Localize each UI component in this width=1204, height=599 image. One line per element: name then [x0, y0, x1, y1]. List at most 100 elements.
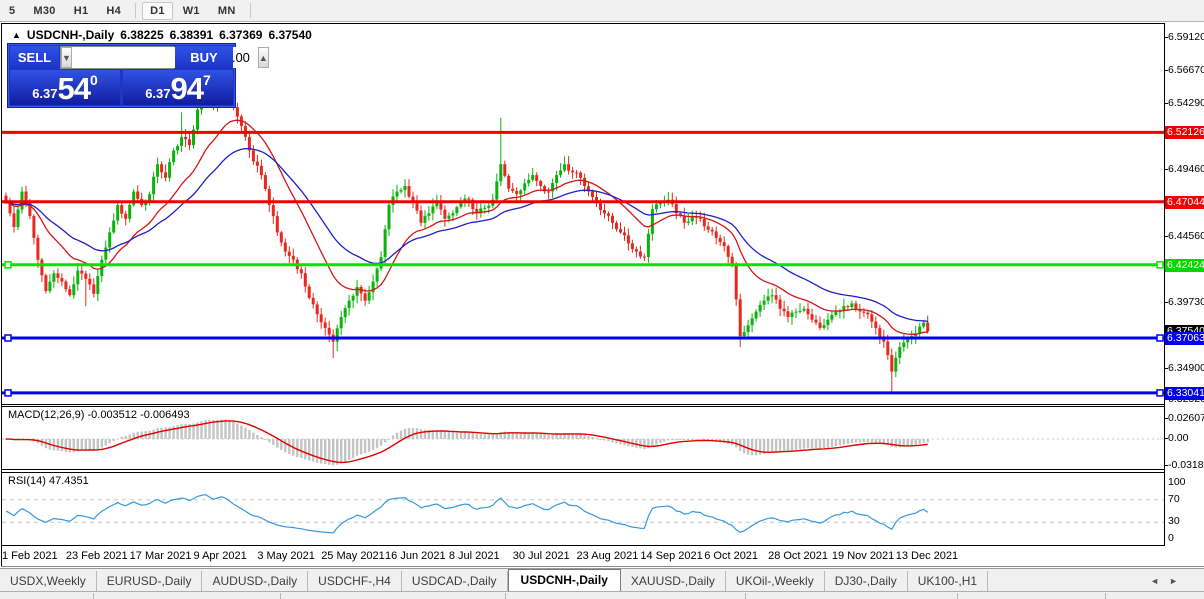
chart-tab-usdcnh-daily[interactable]: USDCNH-,Daily — [507, 569, 621, 592]
price-tick: 6.49460 — [1168, 163, 1204, 175]
chart-tab-usdx-weekly[interactable]: USDX,Weekly — [0, 571, 97, 592]
chart-tab-usdchf-h4[interactable]: USDCHF-,H4 — [308, 571, 402, 592]
rsi-name: RSI(14) — [8, 475, 46, 487]
tick-dash — [1164, 368, 1168, 369]
sell-button[interactable]: SELL — [10, 46, 59, 69]
date-axis[interactable]: 1 Feb 2021 23 Feb 2021 17 Mar 2021 9 Apr 20… — [2, 546, 1163, 566]
chart-tab-audusd-daily[interactable]: AUDUSD-,Daily — [202, 571, 309, 592]
rsi-indicator-canvas[interactable] — [2, 473, 1164, 545]
panel-separator — [93, 593, 94, 599]
price-tick: 6.59120 — [1168, 31, 1204, 43]
line-handle[interactable] — [4, 261, 12, 269]
ask-price-display[interactable]: 6.37 94 7 — [123, 70, 233, 105]
macd-main-value: -0.003512 — [87, 409, 138, 421]
buy-button[interactable]: BUY — [175, 46, 233, 69]
chart-tab-usdcad-daily[interactable]: USDCAD-,Daily — [402, 571, 508, 592]
timeframe-button-w1[interactable]: W1 — [182, 4, 200, 17]
line-handle[interactable] — [1156, 389, 1164, 397]
panel-separator — [957, 593, 958, 599]
volume-increase-button[interactable]: ▲ — [257, 47, 269, 68]
rsi-label: RSI(14) 47.4351 — [8, 475, 89, 487]
timeframe-toolbar: 5 M30 H1 H4 D1 W1 MN — [0, 0, 1204, 22]
price-line-label: 6.37063 — [1165, 332, 1204, 345]
price-tick: 6.54290 — [1168, 97, 1204, 109]
tick-dash — [1164, 70, 1168, 71]
ask-price-pip: 7 — [203, 72, 211, 88]
volume-decrease-button[interactable]: ▼ — [61, 47, 72, 68]
timeframe-button-5[interactable]: 5 — [9, 4, 16, 17]
chart-top-border — [1, 23, 1204, 24]
date-tick: 23 Feb 2021 — [65, 550, 128, 562]
tick-dash — [1164, 438, 1168, 439]
macd-axis-tick: 0.02607 — [1168, 412, 1204, 424]
rsi-bottom-border — [1, 545, 1204, 546]
price-tick: 6.34900 — [1168, 362, 1204, 374]
chart-tab-eurusd-daily[interactable]: EURUSD-,Daily — [97, 571, 203, 592]
date-tick: 9 Apr 2021 — [193, 550, 247, 562]
line-handle[interactable] — [1156, 334, 1164, 342]
tick-dash — [1164, 169, 1168, 170]
tick-dash — [1164, 103, 1168, 104]
price-tick: 6.39730 — [1168, 296, 1204, 308]
bid-price-big: 54 — [57, 71, 91, 106]
date-tick: 8 Jul 2021 — [448, 550, 500, 562]
timeframe-button-m30[interactable]: M30 — [33, 4, 56, 17]
price-tick: 6.56670 — [1168, 64, 1204, 76]
chart-tab-xauusd-daily[interactable]: XAUUSD-,Daily — [621, 571, 726, 592]
date-tick: 1 Feb 2021 — [2, 550, 58, 562]
toolbar-separator — [249, 3, 251, 18]
price-chart-canvas[interactable] — [2, 24, 1164, 404]
tick-dash — [1164, 236, 1168, 237]
price-line-label: 6.47044 — [1165, 196, 1204, 209]
price-axis-divider — [1164, 24, 1165, 545]
one-click-trading-widget: SELL ▼ ▲ BUY 6.37 54 0 6.37 94 7 — [8, 44, 269, 107]
chart-left-border — [1, 23, 2, 566]
date-tick: 19 Nov 2021 — [831, 550, 895, 562]
macd-signal-line — [5, 420, 928, 464]
timeframe-button-h4[interactable]: H4 — [106, 4, 122, 17]
rsi-axis-tick: 70 — [1168, 493, 1180, 505]
rsi-panel-border[interactable] — [1, 472, 1204, 473]
tick-dash — [1164, 465, 1168, 466]
date-tick: 28 Oct 2021 — [768, 550, 829, 562]
timeframe-button-mn[interactable]: MN — [217, 4, 236, 17]
line-handle[interactable] — [4, 334, 12, 342]
bid-price-display[interactable]: 6.37 54 0 — [10, 70, 120, 105]
line-handle[interactable] — [4, 389, 12, 397]
tab-scroll-right-icon[interactable]: ► — [1169, 575, 1178, 586]
date-tick: 16 Jun 2021 — [385, 550, 446, 562]
macd-indicator-canvas[interactable] — [2, 407, 1164, 469]
line-handle[interactable] — [1156, 261, 1164, 269]
date-tick: 30 Jul 2021 — [512, 550, 570, 562]
timeframe-button-h1[interactable]: H1 — [73, 4, 89, 17]
date-tick: 23 Aug 2021 — [576, 550, 639, 562]
tick-dash — [1164, 302, 1168, 303]
symbol-label: USDCNH-,Daily — [26, 28, 115, 42]
tab-scroll-arrows: ◄ ► — [1150, 569, 1204, 592]
chart-tab-uk100-h1[interactable]: UK100-,H1 — [908, 571, 989, 592]
macd-name: MACD(12,26,9) — [8, 409, 85, 421]
ask-price-big: 94 — [170, 71, 204, 106]
macd-axis-tick: 0.00 — [1168, 432, 1189, 444]
ohlc-low: 6.37369 — [219, 28, 263, 42]
chart-tab-dj30-daily[interactable]: DJ30-,Daily — [825, 571, 908, 592]
tick-dash — [1164, 418, 1168, 419]
chart-tab-ukoil-weekly[interactable]: UKOil-,Weekly — [726, 571, 825, 592]
candlestick-layer — [4, 67, 930, 393]
macd-panel-border[interactable] — [1, 406, 1204, 407]
tick-dash — [1164, 37, 1168, 38]
chart-tab-bar: USDX,Weekly EURUSD-,Daily AUDUSD-,Daily USD… — [0, 568, 1204, 592]
date-tick: 6 Oct 2021 — [704, 550, 759, 562]
price-line-label: 6.52126 — [1165, 126, 1204, 139]
tab-scroll-left-icon[interactable]: ◄ — [1150, 575, 1160, 586]
ohlc-close: 6.37540 — [268, 28, 312, 42]
timeframe-button-d1[interactable]: D1 — [142, 1, 173, 20]
rsi-line — [5, 493, 929, 534]
rsi-axis-tick: 0 — [1168, 532, 1174, 544]
rsi-axis-tick: 100 — [1168, 476, 1186, 488]
ohlc-high: 6.38391 — [169, 28, 214, 42]
date-tick: 14 Sep 2021 — [640, 550, 703, 562]
panel-separator — [505, 593, 506, 599]
price-direction-icon: ▲ — [12, 30, 21, 40]
price-axis[interactable]: 6.59120 6.56670 6.54290 6.49460 6.44560 6.397… — [1164, 23, 1204, 566]
